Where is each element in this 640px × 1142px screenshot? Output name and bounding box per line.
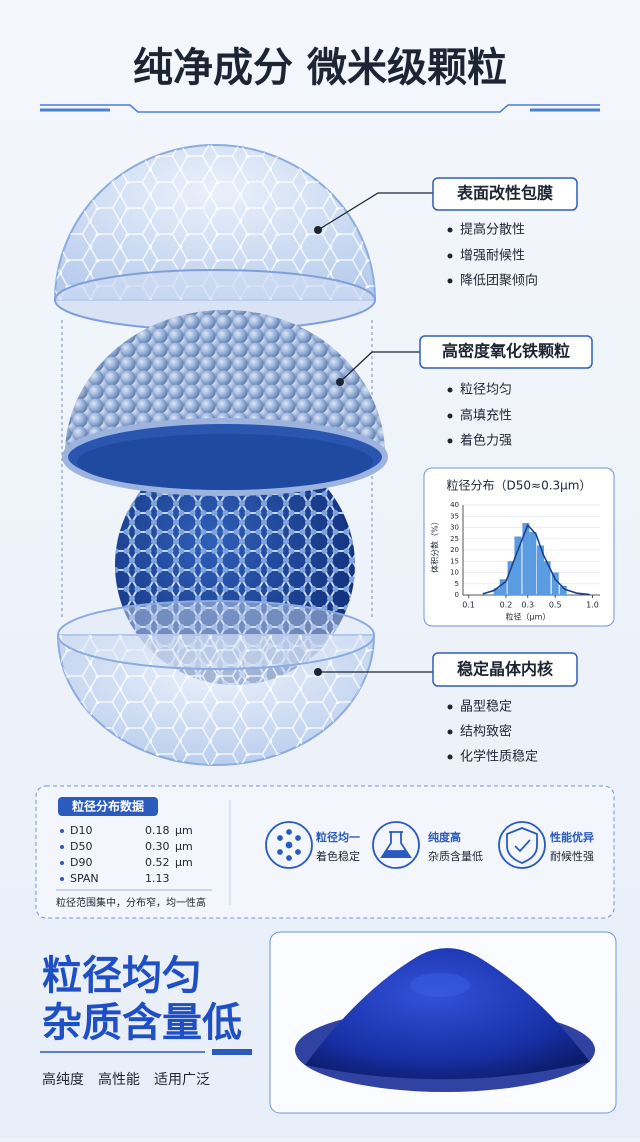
tag: 高纯度 xyxy=(42,1071,84,1088)
row-value: 0.52 xyxy=(145,856,170,869)
y-tick-label: 40 xyxy=(450,501,459,509)
feature-icons xyxy=(265,821,546,869)
y-tick-label: 25 xyxy=(450,535,459,543)
tag: 高性能 xyxy=(98,1071,140,1088)
callout-2: 高密度氧化铁颗粒 粒径均匀 高填充性 着色力强 xyxy=(336,335,593,449)
chart-title: 粒径分布（D50≈0.3μm） xyxy=(447,478,592,493)
bar xyxy=(522,523,530,595)
y-tick-label: 5 xyxy=(455,580,459,588)
data-panel-title: 粒径分布数据 xyxy=(72,799,144,814)
x-tick-label: 0.3 xyxy=(521,601,534,610)
x-tick-label: 0.1 xyxy=(462,601,475,610)
data-panel-tag xyxy=(58,797,158,816)
callout-item: 结构致密 xyxy=(460,724,512,740)
row-label: D10 xyxy=(70,824,92,837)
row-value: 1.13 xyxy=(145,872,170,885)
features: 粒径均一 着色稳定 纯度高 杂质含量低 性能优异 耐候性强 xyxy=(316,830,594,863)
feature-title: 纯度高 xyxy=(428,830,461,844)
row-label: D50 xyxy=(70,840,92,853)
slogan: 杂质含量低 xyxy=(42,1000,242,1046)
callout-item: 提高分散性 xyxy=(460,222,525,238)
row-label: SPAN xyxy=(70,872,99,885)
bar xyxy=(536,545,544,595)
row-value: 0.30 xyxy=(145,840,170,853)
bar xyxy=(529,532,537,595)
slogan-decoration xyxy=(40,1049,252,1055)
data-table: D10 0.18 μm D50 0.30 μm D90 0.52 μm SPAN 1.13 xyxy=(60,824,193,885)
feature-subtitle: 着色稳定 xyxy=(316,849,360,863)
y-tick-label: 20 xyxy=(450,546,459,554)
feature-subtitle: 杂质含量低 xyxy=(428,849,483,863)
callout-item: 化学性质稳定 xyxy=(460,749,538,765)
row-label: D90 xyxy=(70,856,92,869)
particle-illustration xyxy=(53,144,388,766)
slogan: 粒径均匀 xyxy=(42,953,202,999)
y-tick-label: 15 xyxy=(450,557,459,565)
callout-item: 增强耐候性 xyxy=(460,249,525,264)
data-note: 粒径范围集中，分布窄，均一性高 xyxy=(56,896,206,909)
callout-item: 高填充性 xyxy=(460,408,512,424)
x-tick-label: 0.2 xyxy=(500,601,513,610)
row-unit: μm xyxy=(175,856,193,869)
feature-title: 粒径均一 xyxy=(316,830,360,844)
callout-item: 粒径均匀 xyxy=(460,383,512,398)
tag: 适用广泛 xyxy=(154,1072,210,1088)
row-unit: μm xyxy=(175,824,193,837)
feature-title: 性能优异 xyxy=(550,830,594,844)
title-decoration xyxy=(40,104,600,113)
distribution-curve xyxy=(482,523,590,596)
callout-label: 稳定晶体内核 xyxy=(457,660,553,679)
bar xyxy=(543,561,551,595)
y-tick-label: 0 xyxy=(455,591,459,599)
x-tick-label: 1.0 xyxy=(586,601,599,610)
bar xyxy=(493,588,501,595)
bar xyxy=(514,536,522,595)
feature-subtitle: 耐候性强 xyxy=(550,849,594,863)
y-tick-label: 35 xyxy=(450,512,459,520)
bar xyxy=(507,561,515,595)
x-axis-label: 粒径（μm） xyxy=(506,612,551,622)
x-tick-label: 0.5 xyxy=(549,601,562,610)
y-tick-label: 30 xyxy=(450,524,459,532)
row-unit: μm xyxy=(175,840,193,853)
y-tick-label: 10 xyxy=(450,569,459,577)
callout-label: 高密度氧化铁颗粒 xyxy=(442,342,570,361)
callout-1: 表面改性包膜 提高分散性 增强耐候性 降低团聚倾向 xyxy=(314,177,578,289)
bar xyxy=(559,586,567,595)
y-axis-label: 体积分数（%） xyxy=(430,517,440,573)
callout-label: 表面改性包膜 xyxy=(456,184,553,203)
callout-3: 稳定晶体内核 晶型稳定 结构致密 化学性质稳定 xyxy=(314,652,578,765)
callout-item: 降低团聚倾向 xyxy=(460,273,538,289)
row-value: 0.18 xyxy=(145,824,170,837)
chart: 0 5 10 15 20 25 30 35 40 0.1 0.2 0.3 0.5 1.0 xyxy=(450,501,600,610)
bar xyxy=(551,572,559,595)
powder-photo xyxy=(295,948,595,1092)
data-panel xyxy=(35,785,615,919)
callout-item: 晶型稳定 xyxy=(460,699,512,715)
callout-item: 着色力强 xyxy=(460,433,512,449)
page-title: 纯净成分 微米级颗粒 xyxy=(133,45,507,91)
bar xyxy=(499,579,507,595)
